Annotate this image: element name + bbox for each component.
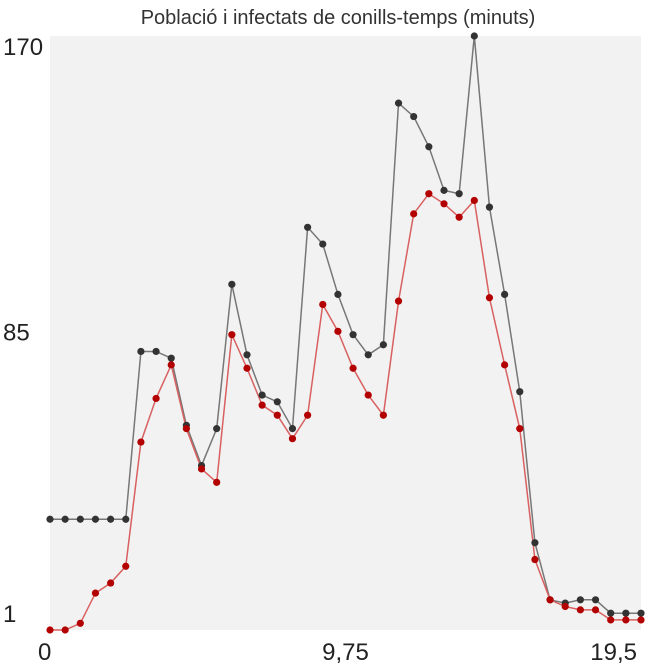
data-point	[516, 425, 524, 433]
data-point	[273, 411, 281, 419]
data-point	[425, 143, 433, 151]
data-point	[364, 351, 372, 359]
data-point	[228, 280, 236, 288]
data-point	[107, 515, 115, 523]
data-point	[501, 361, 509, 369]
data-point	[334, 327, 342, 335]
data-point	[349, 364, 357, 372]
y-tick-label: 1	[3, 601, 16, 628]
data-point	[258, 391, 266, 399]
series-layer	[46, 32, 645, 634]
x-tick-label: 0	[38, 639, 51, 666]
data-point	[455, 190, 463, 198]
data-point	[46, 626, 54, 634]
data-point	[637, 616, 645, 624]
data-point	[622, 609, 630, 617]
data-point	[304, 223, 312, 231]
data-point	[561, 602, 569, 611]
data-point	[288, 435, 297, 443]
data-point	[197, 465, 206, 473]
data-point	[410, 210, 418, 218]
data-point	[591, 606, 600, 614]
y-tick-label: 170	[3, 34, 43, 61]
data-point	[107, 579, 115, 587]
data-point	[607, 609, 615, 617]
data-point	[137, 438, 145, 446]
text-layer: Població i infectats de conills-temps (m…	[3, 7, 637, 666]
data-point	[213, 425, 221, 433]
data-point	[273, 398, 281, 406]
data-point	[349, 331, 357, 339]
data-point	[576, 596, 584, 604]
data-point	[546, 596, 554, 604]
data-point	[440, 186, 448, 194]
data-point	[152, 394, 160, 403]
data-point	[228, 331, 236, 339]
plot-background	[50, 36, 641, 630]
data-point	[61, 626, 69, 634]
data-point	[76, 619, 84, 627]
data-point	[46, 515, 54, 523]
series-line	[50, 35, 641, 614]
x-tick-label: 19,5	[590, 639, 637, 666]
data-point	[379, 411, 387, 419]
data-point	[410, 112, 418, 121]
data-point	[61, 515, 69, 523]
data-point	[607, 616, 615, 624]
data-point	[470, 196, 478, 205]
data-point	[455, 213, 463, 221]
data-point	[304, 411, 312, 419]
data-point	[334, 290, 342, 299]
data-point	[591, 596, 600, 604]
data-point	[364, 391, 372, 399]
chart-title: Població i infectats de conills-temps (m…	[141, 7, 536, 29]
data-point	[637, 609, 645, 617]
data-point	[76, 515, 84, 523]
data-point	[288, 425, 297, 433]
data-point	[319, 300, 327, 309]
data-point	[516, 388, 524, 396]
data-point	[622, 616, 630, 624]
data-point	[440, 200, 448, 208]
data-point	[379, 341, 387, 349]
data-point	[243, 351, 251, 359]
data-point	[394, 99, 403, 107]
data-point	[319, 240, 327, 248]
data-point	[501, 290, 509, 299]
data-point	[258, 401, 266, 409]
data-point	[91, 515, 100, 523]
data-point	[531, 539, 539, 547]
data-point	[137, 347, 145, 356]
data-point	[122, 515, 130, 523]
data-point	[91, 589, 100, 597]
y-tick-label: 85	[3, 319, 30, 346]
data-point	[152, 347, 160, 356]
data-point	[485, 203, 494, 211]
data-point	[213, 478, 221, 486]
data-point	[531, 555, 539, 564]
data-point	[182, 425, 190, 433]
data-point	[576, 606, 584, 614]
data-point	[122, 562, 130, 570]
data-point	[243, 364, 251, 372]
data-point	[394, 297, 403, 305]
data-point	[470, 32, 478, 40]
data-point	[167, 354, 175, 362]
data-point	[425, 190, 433, 198]
series-line	[50, 192, 641, 631]
x-tick-label: 9,75	[322, 639, 369, 666]
data-point	[167, 361, 175, 369]
data-point	[485, 294, 494, 302]
